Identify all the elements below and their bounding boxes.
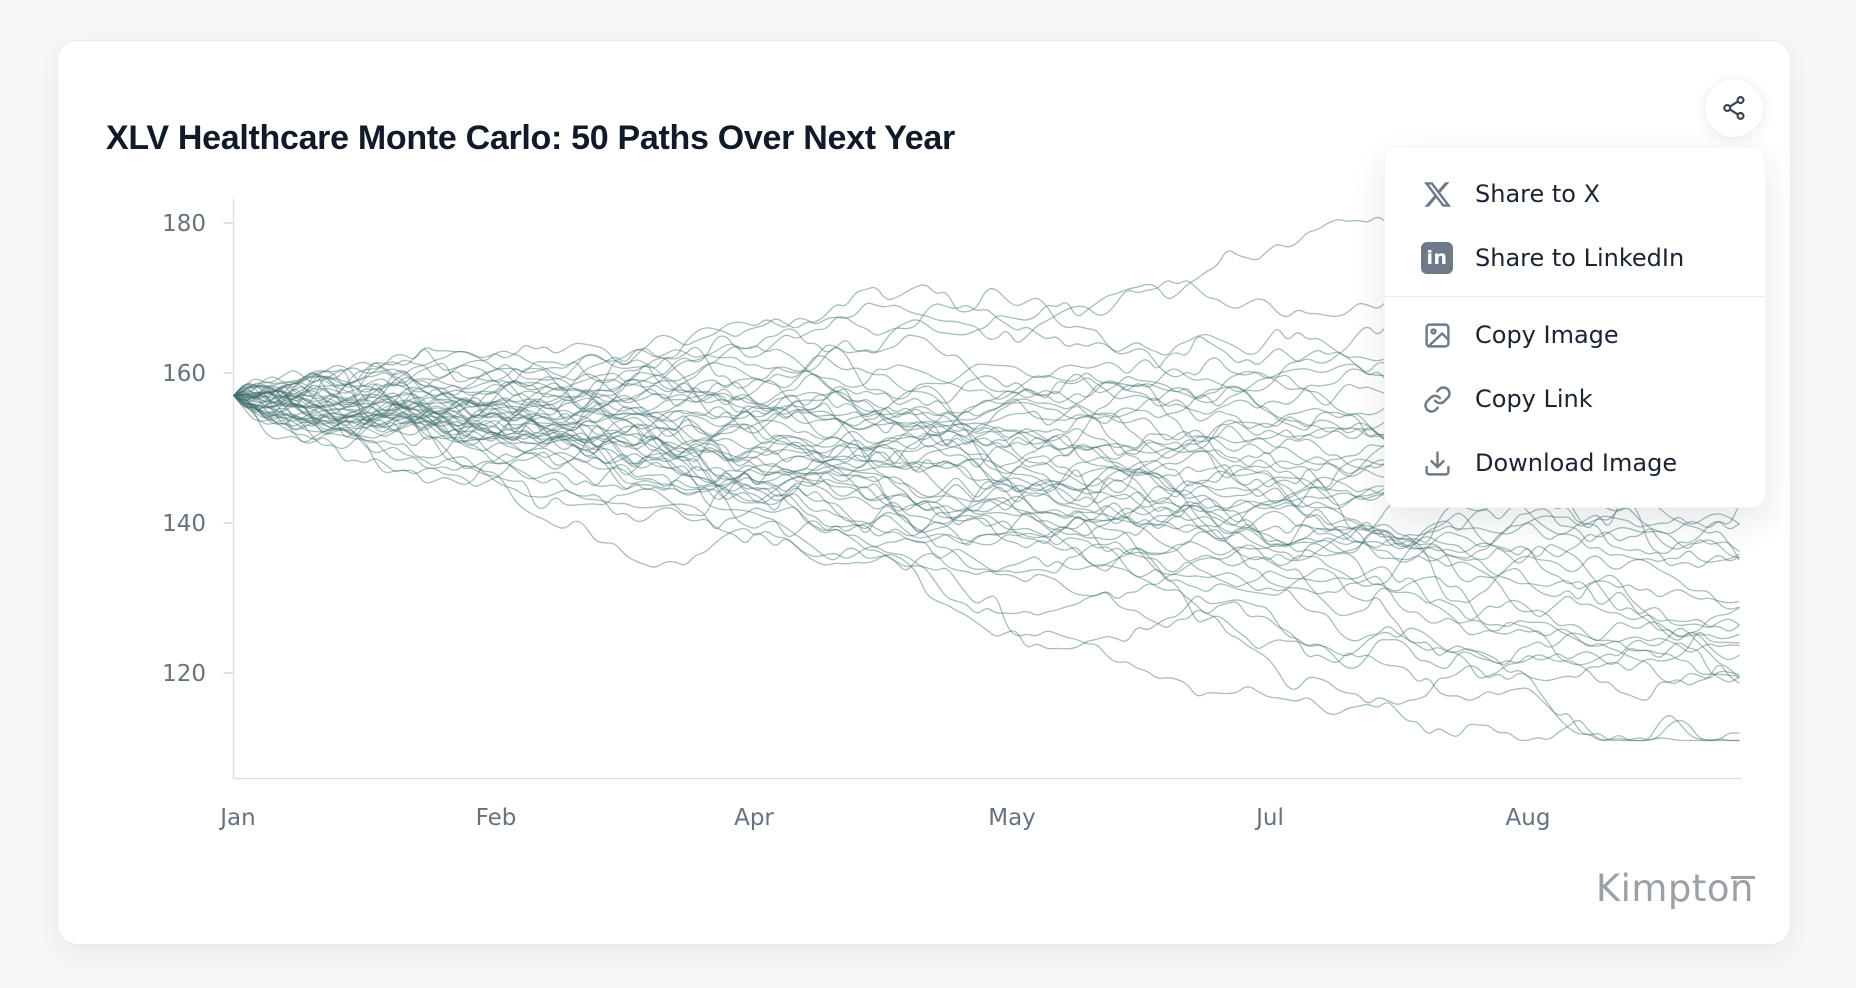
menu-item-label: Share to LinkedIn — [1475, 244, 1685, 272]
x-tick-label: Jan — [218, 805, 255, 831]
simulation-path — [233, 392, 1740, 604]
download-icon — [1421, 447, 1453, 479]
share-menu: Share to X in Share to LinkedIn — [1384, 146, 1766, 508]
menu-item-copy-link[interactable]: Copy Link — [1385, 367, 1765, 431]
share-menu-group-social: Share to X in Share to LinkedIn — [1385, 162, 1765, 290]
menu-item-label: Share to X — [1475, 180, 1601, 208]
x-logo-icon — [1421, 178, 1453, 210]
brand-watermark: Kimpton — [1595, 867, 1755, 910]
y-tick-label: 180 — [162, 211, 206, 237]
x-tick-label: Apr — [734, 805, 774, 831]
simulation-path — [233, 390, 1740, 742]
simulation-path — [233, 384, 1740, 560]
x-tick-label: Feb — [476, 805, 517, 831]
page-title: XLV Healthcare Monte Carlo: 50 Paths Ove… — [106, 119, 955, 157]
simulation-path — [233, 390, 1740, 742]
x-tick-label: Jul — [1254, 805, 1284, 831]
simulation-path — [233, 394, 1740, 561]
simulation-path — [233, 376, 1740, 564]
y-tick-label: 120 — [162, 661, 206, 687]
menu-divider — [1385, 296, 1765, 297]
simulation-path — [233, 394, 1740, 563]
share-menu-group-actions: Copy Image Copy Link — [1385, 303, 1765, 495]
simulation-path — [233, 364, 1740, 550]
simulation-path — [233, 394, 1740, 638]
simulation-path — [233, 391, 1740, 679]
simulation-path — [233, 362, 1740, 683]
simulation-path — [233, 394, 1740, 742]
y-tick-label: 160 — [162, 361, 206, 387]
menu-item-share-to-x[interactable]: Share to X — [1385, 162, 1765, 226]
menu-item-copy-image[interactable]: Copy Image — [1385, 303, 1765, 367]
share-button[interactable] — [1704, 78, 1764, 138]
simulation-path — [233, 370, 1740, 661]
copy-image-icon — [1421, 319, 1453, 351]
simulation-path — [233, 387, 1740, 677]
copy-link-icon — [1421, 383, 1453, 415]
menu-item-download-image[interactable]: Download Image — [1385, 431, 1765, 495]
menu-item-label: Copy Link — [1475, 385, 1593, 413]
linkedin-icon: in — [1421, 242, 1453, 274]
chart-card: XLV Healthcare Monte Carlo: 50 Paths Ove… — [57, 40, 1791, 945]
share-nodes-icon — [1720, 94, 1748, 122]
simulation-path — [233, 386, 1740, 701]
x-tick-label: May — [988, 805, 1036, 831]
simulation-path — [233, 391, 1740, 641]
simulation-path — [233, 342, 1740, 632]
y-tick-label: 140 — [162, 511, 206, 537]
simulation-path — [233, 394, 1740, 682]
x-tick-label: Aug — [1506, 805, 1551, 831]
simulation-path — [233, 387, 1740, 610]
simulation-path — [233, 362, 1740, 628]
menu-item-label: Copy Image — [1475, 321, 1619, 349]
menu-item-label: Download Image — [1475, 449, 1678, 477]
simulation-path — [233, 394, 1740, 555]
simulation-path — [233, 368, 1740, 684]
simulation-path — [233, 390, 1740, 670]
menu-item-share-to-linkedin[interactable]: in Share to LinkedIn — [1385, 226, 1765, 290]
